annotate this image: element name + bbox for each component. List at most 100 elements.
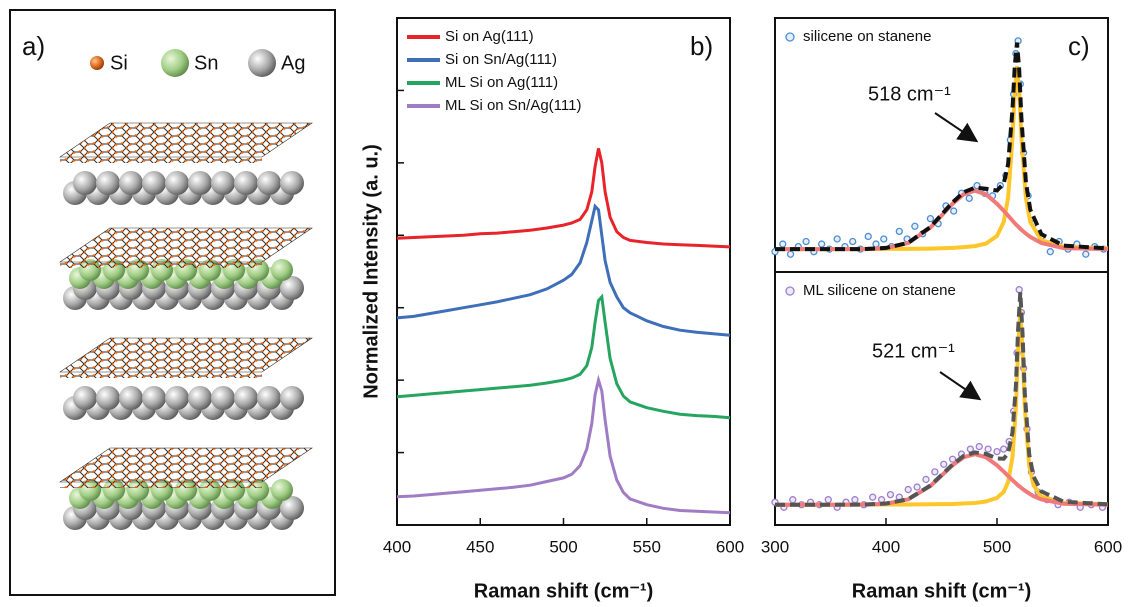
spectrum-line xyxy=(396,203,731,337)
ag-atom xyxy=(280,496,304,520)
ag-atom xyxy=(142,171,166,195)
sn-atom xyxy=(271,259,293,281)
legend-text: Ag xyxy=(281,52,305,74)
si-lattice xyxy=(59,227,313,263)
data-point xyxy=(789,496,797,504)
data-point xyxy=(849,237,857,246)
data-point xyxy=(926,215,935,223)
x-tick-label: 300 xyxy=(761,537,789,556)
plot-frame xyxy=(396,17,731,526)
data-point xyxy=(851,496,859,504)
data-point xyxy=(824,496,832,504)
x-tick-label: 400 xyxy=(872,537,900,556)
ag-ball xyxy=(248,49,276,77)
data-point xyxy=(950,207,958,215)
legend-text: Si on Ag(111) xyxy=(445,28,534,45)
data-point xyxy=(833,235,841,243)
legend-text: Si xyxy=(110,52,128,74)
si-lattice xyxy=(59,337,313,373)
fit-line xyxy=(775,66,1109,252)
ag-atom xyxy=(119,171,143,195)
legend-text: silicene on stanene xyxy=(803,28,931,45)
annotation: 521 cm⁻¹ xyxy=(872,340,955,362)
data-point xyxy=(864,232,872,241)
x-tick-label: 550 xyxy=(633,537,661,556)
data-point xyxy=(869,493,877,501)
x-axis-label: Raman shift (cm⁻¹) xyxy=(474,580,653,602)
annotation-arrow xyxy=(934,112,979,143)
legend-text: ML Si on Sn/Ag(111) xyxy=(445,97,581,114)
ag-atom xyxy=(234,171,258,195)
data-point xyxy=(1015,286,1023,294)
legend-text: ML silicene on stanene xyxy=(803,282,956,299)
x-tick-label: 500 xyxy=(549,537,577,556)
ag-atom xyxy=(188,386,212,410)
ag-atom xyxy=(188,171,212,195)
data-point xyxy=(895,227,903,236)
data-point xyxy=(965,194,973,202)
ag-atom xyxy=(280,276,304,300)
si-lattice xyxy=(60,262,262,268)
ag-atom xyxy=(280,171,304,195)
ag-atom xyxy=(165,171,189,195)
sn-atom xyxy=(271,479,293,501)
ag-atom xyxy=(280,386,304,410)
legend-text: Si on Sn/Ag(111) xyxy=(445,51,557,68)
data-point xyxy=(1000,445,1008,453)
panel-label: c) xyxy=(1068,31,1090,61)
panel-a-frame xyxy=(9,9,336,596)
data-point xyxy=(975,442,983,451)
fit-line xyxy=(775,42,1109,252)
data-point xyxy=(872,240,880,248)
x-tick-label: 600 xyxy=(716,537,744,556)
data-point xyxy=(922,475,930,484)
spectrum-line xyxy=(396,148,731,249)
x-tick-label: 600 xyxy=(1094,537,1122,556)
legend-text: Sn xyxy=(194,52,218,74)
si-lattice xyxy=(60,372,262,378)
plot-frame xyxy=(774,17,1109,273)
ag-atom xyxy=(96,171,120,195)
ag-atom xyxy=(211,171,235,195)
y-axis-label: Normalized Intensity (a. u.) xyxy=(360,144,382,398)
si-lattice xyxy=(59,122,313,158)
si-lattice xyxy=(60,482,262,488)
spectrum-line xyxy=(396,293,731,420)
data-point xyxy=(817,240,826,248)
ag-atom xyxy=(234,386,258,410)
legend-marker xyxy=(785,32,795,42)
ag-atom xyxy=(211,386,235,410)
ag-atom xyxy=(257,171,281,195)
data-point xyxy=(880,235,888,243)
si-ball xyxy=(90,56,104,70)
x-axis-label: Raman shift (cm⁻¹) xyxy=(852,580,1031,602)
si-lattice xyxy=(59,447,313,483)
legend-text: ML Si on Ag(111) xyxy=(445,74,558,91)
data-point xyxy=(779,240,787,248)
ag-atom xyxy=(119,386,143,410)
data-point xyxy=(931,468,939,476)
data-point xyxy=(886,490,895,499)
ag-atom xyxy=(257,386,281,410)
illustration xyxy=(59,122,313,530)
si-lattice xyxy=(60,157,262,163)
fit-line xyxy=(775,292,1109,507)
data-point xyxy=(993,447,1001,456)
x-tick-label: 500 xyxy=(983,537,1011,556)
data-point xyxy=(948,455,957,463)
panel-label: b) xyxy=(690,31,713,61)
ag-atom xyxy=(96,386,120,410)
legend-marker xyxy=(785,286,795,296)
data-point xyxy=(1082,250,1090,258)
plot-frame xyxy=(774,271,1109,526)
ag-atom xyxy=(165,386,189,410)
ag-atom xyxy=(73,386,97,410)
fit-line xyxy=(775,309,1109,507)
annotation: 518 cm⁻¹ xyxy=(868,83,951,105)
ag-atom xyxy=(142,386,166,410)
data-point xyxy=(984,445,992,453)
spectrum-line xyxy=(396,374,731,515)
data-point xyxy=(913,483,921,491)
annotation-arrow xyxy=(939,371,982,401)
